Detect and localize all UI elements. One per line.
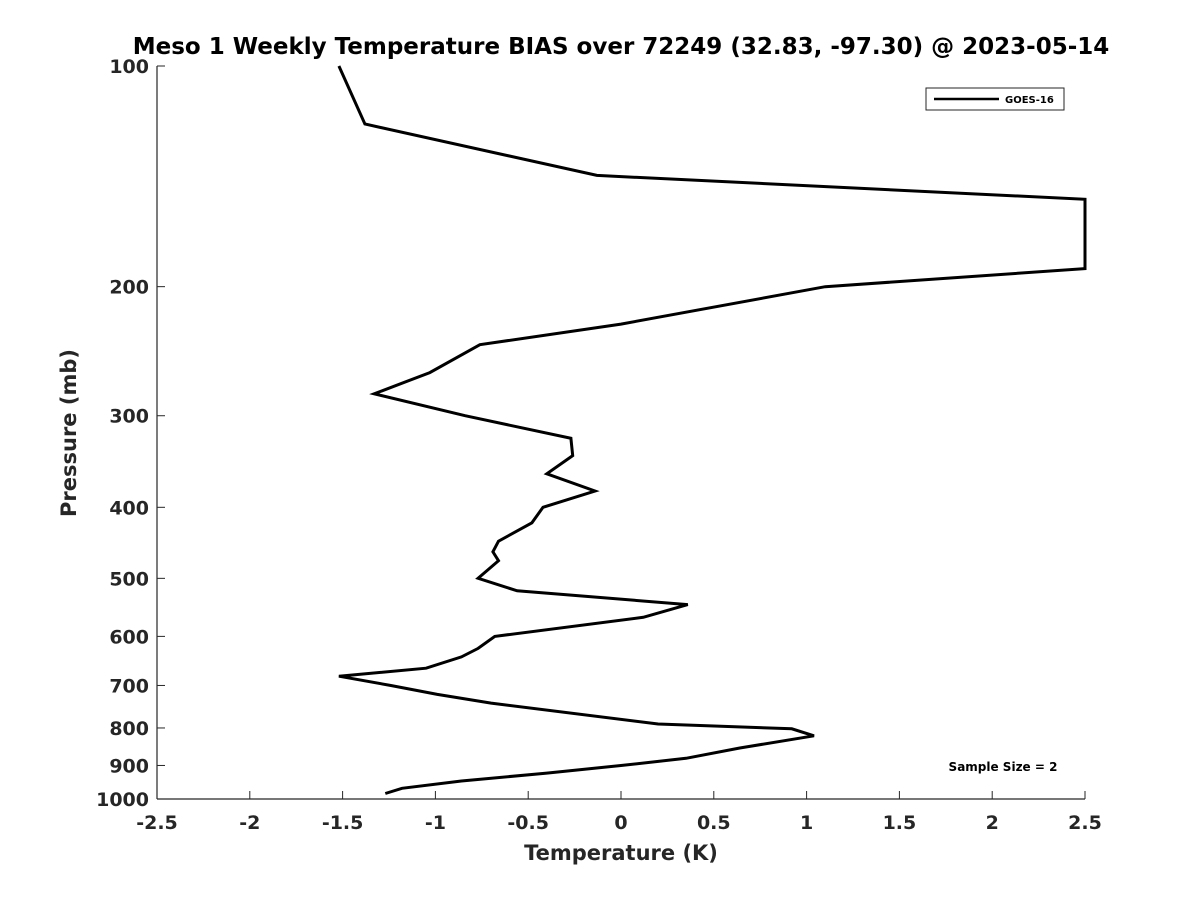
x-tick-label-neg1p5: -1.5 — [322, 812, 364, 834]
x-tick-label-1p5: 1.5 — [883, 812, 917, 834]
plot-area — [157, 66, 1085, 799]
y-tick-label-700: 700 — [109, 675, 149, 697]
x-axis-ticks: -2.5 -2 -1.5 -1 -0.5 0 0.5 1 1.5 2 2.5 — [136, 791, 1102, 834]
x-tick-label-neg1: -1 — [425, 812, 446, 834]
y-tick-label-600: 600 — [109, 626, 149, 648]
y-tick-label-1000: 1000 — [96, 789, 149, 811]
y-tick-label-200: 200 — [109, 277, 149, 299]
y-axis-label: Pressure (mb) — [57, 349, 81, 517]
y-tick-label-400: 400 — [109, 497, 149, 519]
x-tick-label-neg2p5: -2.5 — [136, 812, 178, 834]
chart-title: Meso 1 Weekly Temperature BIAS over 7224… — [133, 34, 1110, 60]
y-tick-label-300: 300 — [109, 406, 149, 428]
x-tick-label-neg0p5: -0.5 — [507, 812, 549, 834]
series-line-goes-16 — [337, 65, 1087, 795]
x-tick-label-2p5: 2.5 — [1068, 812, 1102, 834]
y-tick-label-800: 800 — [109, 718, 149, 740]
x-tick-label-neg2: -2 — [239, 812, 260, 834]
series-layer — [337, 65, 1087, 795]
legend: GOES-16 — [925, 87, 1065, 111]
y-axis-ticks: 100 200 300 400 500 600 700 800 900 1000 — [96, 56, 165, 811]
x-tick-label-0p5: 0.5 — [697, 812, 731, 834]
sample-size-annotation: Sample Size = 2 — [949, 760, 1058, 774]
x-tick-label-1: 1 — [800, 812, 813, 834]
y-tick-label-500: 500 — [109, 568, 149, 590]
y-tick-label-900: 900 — [109, 755, 149, 777]
x-tick-label-0: 0 — [614, 812, 627, 834]
legend-entry-goes-16: GOES-16 — [1005, 95, 1054, 106]
x-tick-label-2: 2 — [986, 812, 999, 834]
y-tick-label-100: 100 — [109, 56, 149, 78]
x-axis-label: Temperature (K) — [524, 841, 718, 865]
